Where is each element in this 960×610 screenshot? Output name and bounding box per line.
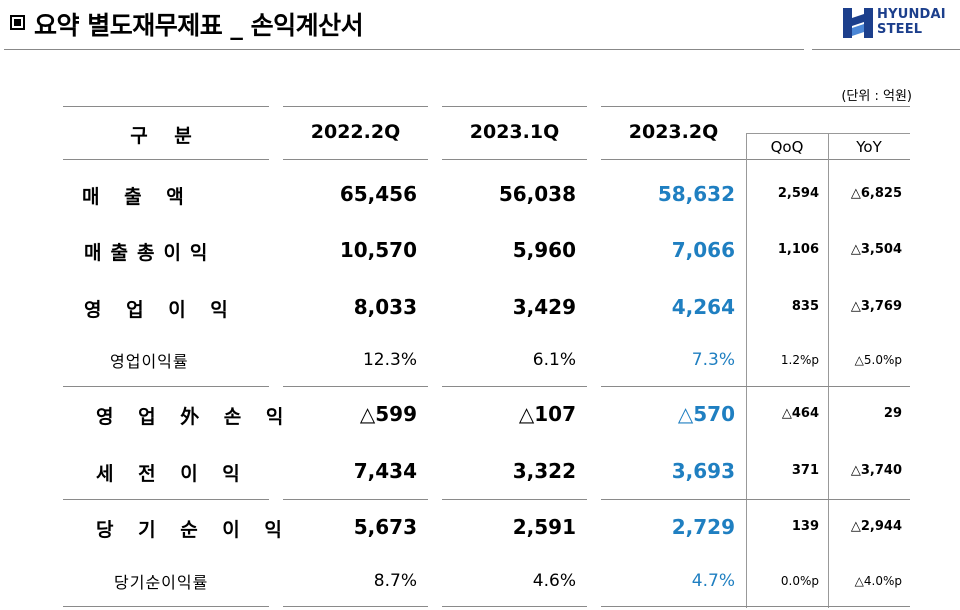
cell-2023-1q: 2,591	[512, 515, 576, 539]
page-title: 요약 별도재무제표 _ 손익계산서	[34, 11, 364, 40]
cell-2023-1q: 3,322	[512, 459, 576, 483]
logo-text-steel: STEEL	[877, 22, 923, 37]
col-header-yoy: YoY	[856, 138, 882, 156]
cell-qoq: 371	[791, 463, 819, 478]
col-header-category: 구 분	[130, 125, 202, 147]
group-divider	[601, 499, 910, 500]
cell-2023-2q: 2,729	[671, 515, 735, 539]
header-divider-right	[812, 49, 960, 50]
cell-2022-2q: 7,434	[353, 459, 417, 483]
header-bottom-line	[601, 159, 910, 160]
group-divider	[63, 386, 269, 387]
hyundai-steel-h-icon	[843, 8, 873, 38]
page-header: 요약 별도재무제표 _ 손익계산서 HYUNDAI STEEL	[0, 0, 960, 52]
cell-2023-2q: 58,632	[657, 182, 735, 206]
col-header-qoq: QoQ	[770, 138, 804, 156]
group-divider	[283, 499, 428, 500]
cell-qoq: 1.2%p	[780, 353, 819, 367]
cell-2023-1q: △107	[518, 402, 576, 426]
cell-2023-1q: 5,960	[512, 238, 576, 262]
qoq-yoy-divider	[828, 133, 829, 608]
table-bottom-line	[442, 606, 587, 607]
table-bottom-line	[283, 606, 428, 607]
header-bottom-line	[63, 159, 269, 160]
group-divider	[442, 499, 587, 500]
cell-qoq: 2,594	[777, 186, 819, 201]
cell-yoy: △5.0%p	[854, 353, 902, 367]
cell-2022-2q: 12.3%	[362, 350, 417, 370]
header-divider-left	[4, 49, 804, 50]
cell-2023-2q: 4,264	[671, 295, 735, 319]
hyundai-steel-logo: HYUNDAI STEEL	[842, 7, 952, 39]
square-bullet-icon	[10, 15, 25, 30]
row-label: 세 전 이 익	[96, 463, 249, 485]
cell-qoq: 1,106	[777, 242, 819, 257]
row-label: 당 기 순 이 익	[96, 519, 291, 541]
table-top-line	[283, 106, 428, 107]
row-label: 매출총이익	[84, 242, 217, 264]
cell-2023-1q: 56,038	[498, 182, 576, 206]
row-label: 영업이익률	[110, 352, 189, 371]
cell-qoq: 835	[791, 299, 819, 314]
group-divider	[601, 386, 910, 387]
cell-2022-2q: 5,673	[353, 515, 417, 539]
qoq-left-border	[746, 133, 747, 608]
cell-2023-2q: 7.3%	[691, 350, 735, 370]
cell-2022-2q: 8,033	[353, 295, 417, 319]
row-label: 매 출 액	[82, 186, 193, 208]
cell-2023-1q: 3,429	[512, 295, 576, 319]
cell-yoy: △3,769	[850, 299, 902, 314]
row-label: 영 업 이 익	[84, 299, 237, 321]
col-header-2023-1q: 2023.1Q	[469, 121, 560, 143]
table-top-line	[63, 106, 269, 107]
cell-qoq: 139	[791, 519, 819, 534]
cell-2022-2q: △599	[359, 402, 417, 426]
cell-2023-1q: 4.6%	[532, 571, 576, 591]
table-bottom-line	[601, 606, 910, 607]
cell-2023-2q: 4.7%	[691, 571, 735, 591]
table-top-line	[442, 106, 587, 107]
row-label: 영 업 外 손 익	[96, 406, 293, 428]
cell-yoy: △2,944	[850, 519, 902, 534]
table-bottom-line	[63, 606, 269, 607]
logo-text-hyundai: HYUNDAI	[877, 7, 946, 22]
cell-2023-1q: 6.1%	[532, 350, 576, 370]
col-header-2023-2q: 2023.2Q	[628, 121, 719, 143]
cell-yoy: △6,825	[850, 186, 902, 201]
cell-qoq: 0.0%p	[780, 574, 819, 588]
cell-2022-2q: 65,456	[339, 182, 417, 206]
cell-yoy: △3,504	[850, 242, 902, 257]
group-divider	[442, 386, 587, 387]
header-bottom-line	[283, 159, 428, 160]
unit-note: (단위 : 억원)	[841, 89, 912, 104]
header-bottom-line	[442, 159, 587, 160]
cell-2023-2q: 7,066	[671, 238, 735, 262]
cell-yoy: △3,740	[850, 463, 902, 478]
cell-2023-2q: △570	[677, 402, 735, 426]
cell-2023-2q: 3,693	[671, 459, 735, 483]
row-label: 당기순이익률	[114, 573, 209, 592]
cell-2022-2q: 10,570	[339, 238, 417, 262]
group-divider	[63, 499, 269, 500]
cell-qoq: △464	[781, 406, 819, 421]
cell-yoy: 29	[883, 406, 902, 421]
table-top-line	[601, 106, 910, 107]
col-header-2022-2q: 2022.2Q	[310, 121, 401, 143]
cell-yoy: △4.0%p	[854, 574, 902, 588]
group-divider	[283, 386, 428, 387]
cell-2022-2q: 8.7%	[373, 571, 417, 591]
